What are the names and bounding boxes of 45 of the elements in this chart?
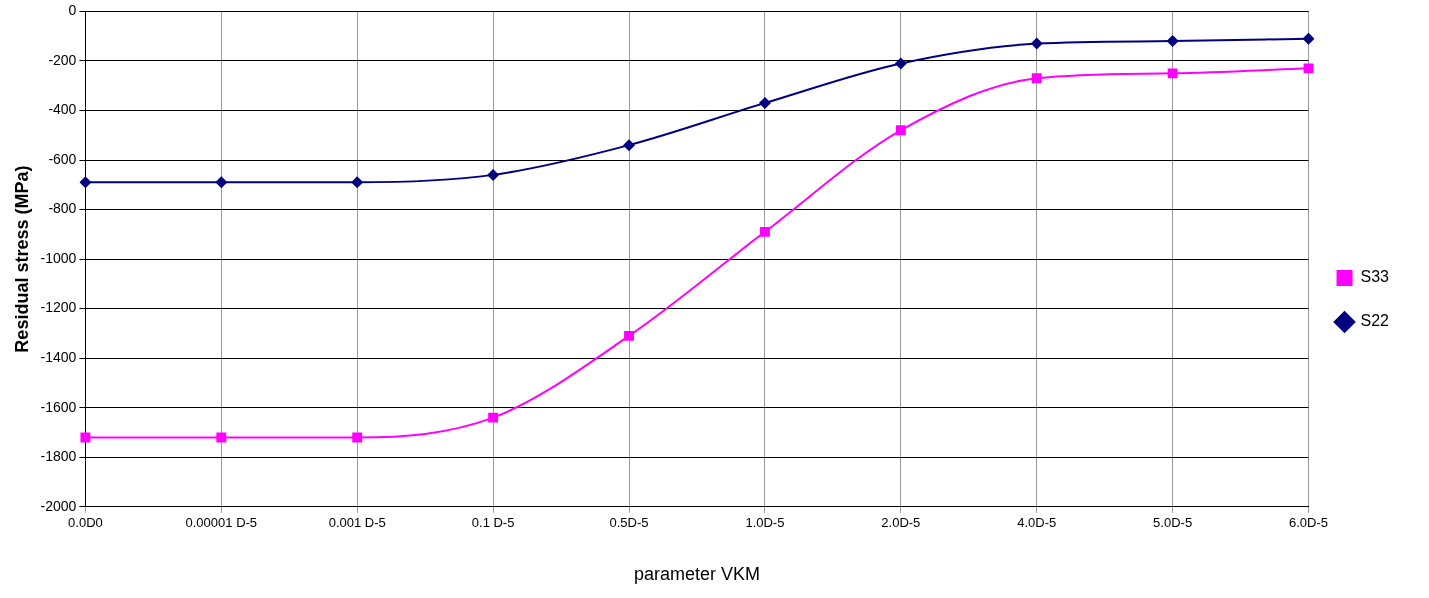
point (216, 432, 227, 443)
x-tick-label: 0.5D-5 (609, 515, 649, 531)
x-tick-label: 0.1 D-5 (471, 515, 515, 531)
y-tick-label: -200 (48, 51, 77, 68)
y-tick-label: -1800 (40, 448, 77, 465)
legend-label: S33 (1360, 268, 1390, 286)
point (487, 168, 500, 181)
legend-label: S22 (1360, 312, 1390, 330)
point (488, 412, 499, 423)
point (895, 125, 906, 136)
x-tick-label: 0.0D0 (68, 515, 103, 531)
y-tick-label: -400 (48, 101, 77, 118)
y-tick-label: -1200 (40, 299, 77, 316)
x-axis-title: parameter VKM (633, 564, 760, 585)
y-tick-label: -2000 (40, 497, 77, 514)
y-tick-label: -800 (48, 200, 77, 217)
x-tick-label: 0.00001 D-5 (185, 515, 258, 531)
y-tick-label: 0 (68, 2, 77, 19)
point (894, 57, 907, 70)
point (1303, 63, 1314, 74)
point (1167, 68, 1178, 79)
point (1031, 73, 1042, 84)
point (759, 226, 770, 237)
point (1302, 32, 1315, 45)
point (624, 330, 634, 341)
point (758, 97, 771, 110)
point (351, 176, 364, 189)
y-tick-label: -600 (48, 150, 77, 167)
y-tick-label: -1400 (40, 349, 77, 366)
point (1030, 37, 1043, 50)
y-axis-title: Residual stress (MPa) (11, 165, 32, 353)
x-tick-label: 5.0D-5 (1153, 515, 1193, 531)
point (623, 139, 636, 152)
x-tick-label: 1.0D-5 (745, 515, 785, 531)
point (1166, 35, 1179, 48)
point (352, 432, 363, 443)
x-tick-label: 4.0D-5 (1017, 515, 1057, 531)
x-tick-label: 2.0D-5 (881, 515, 921, 531)
point (215, 176, 228, 189)
y-tick-label: -1600 (40, 398, 77, 415)
x-tick-label: 6.0D-5 (1289, 515, 1329, 531)
x-tick-label: 0.001 D-5 (328, 515, 386, 531)
y-tick-label: -1000 (40, 249, 77, 266)
point (79, 176, 92, 189)
point (80, 432, 91, 443)
